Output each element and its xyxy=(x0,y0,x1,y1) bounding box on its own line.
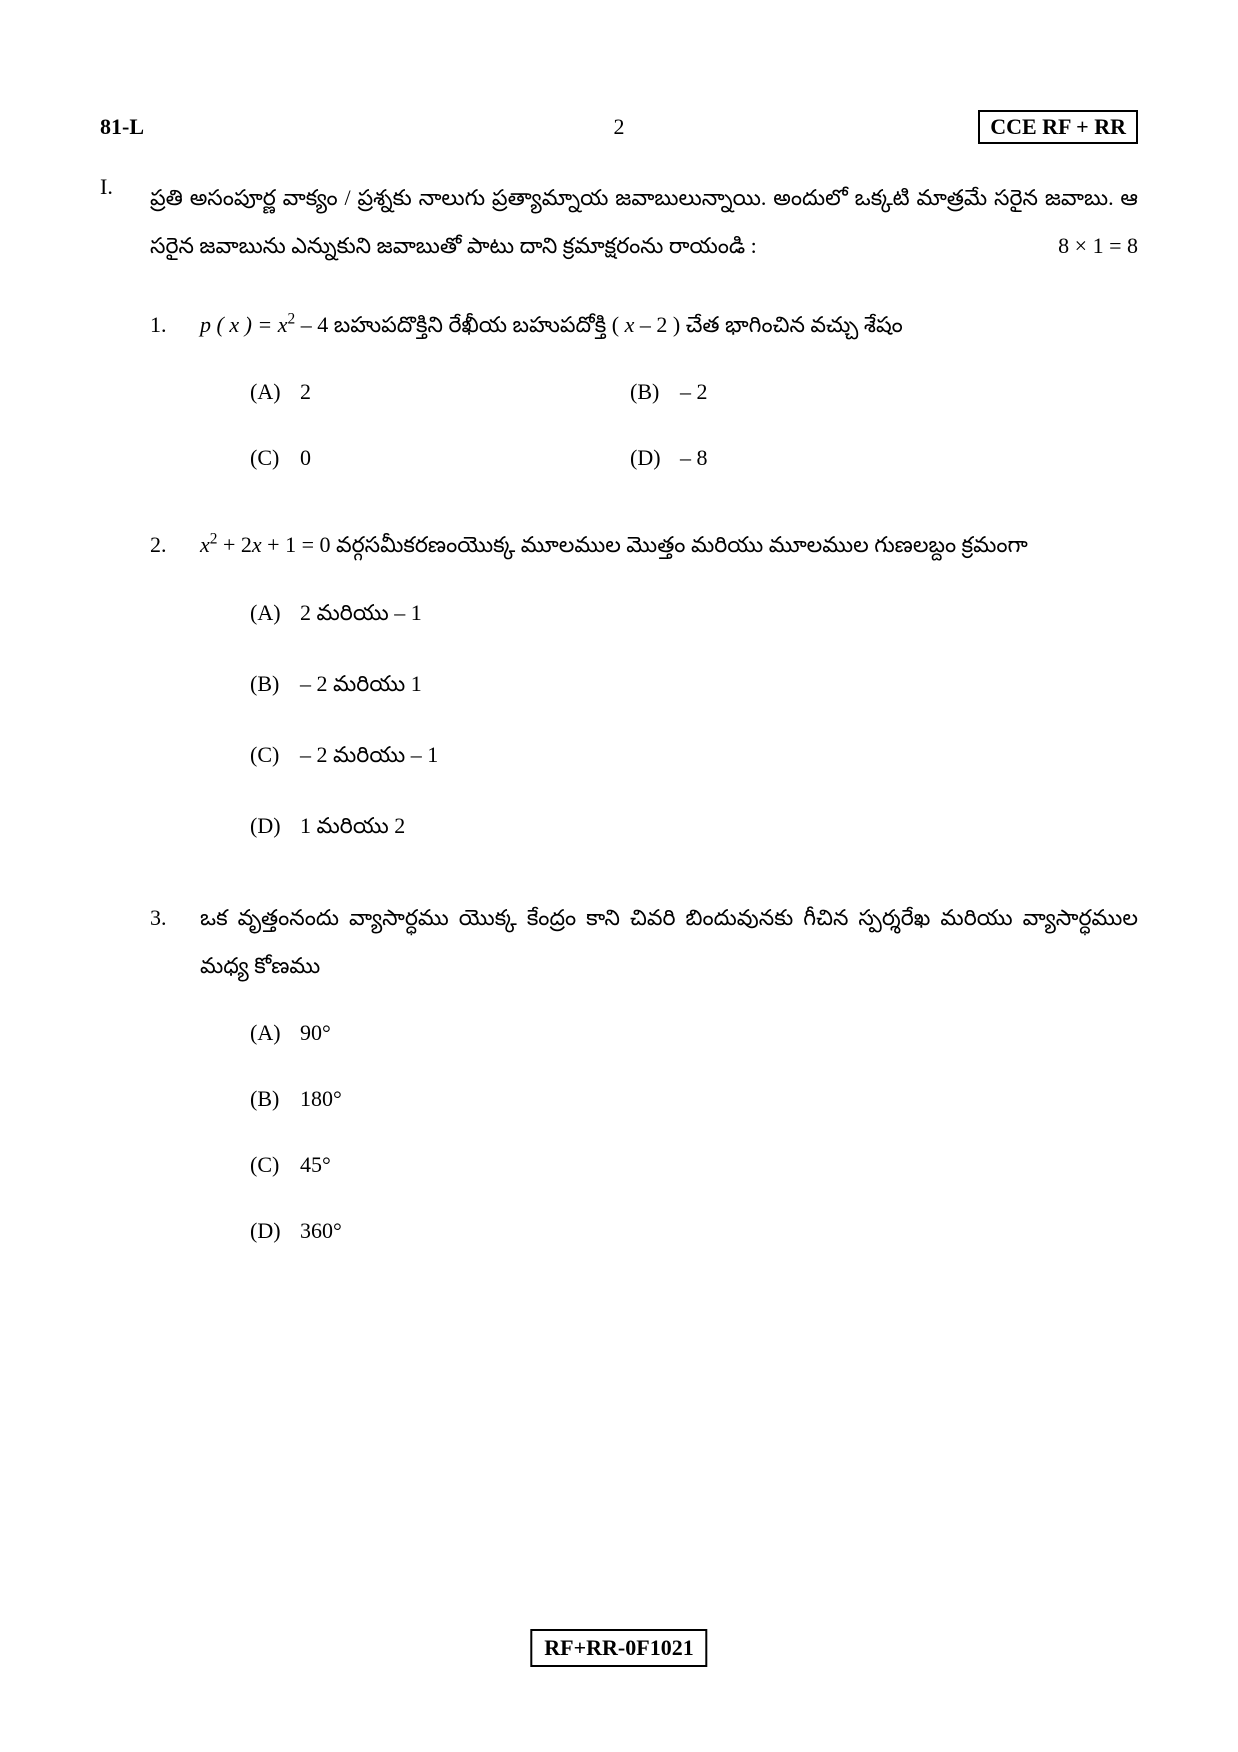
q2-mid1: + 2 xyxy=(217,532,251,557)
option-label: (B) xyxy=(250,671,300,702)
option-label: (C) xyxy=(250,445,300,471)
question-text: x2 + 2x + 1 = 0 వర్గసమీకరణంయొక్క మూలముల … xyxy=(200,521,1138,569)
option-label: (D) xyxy=(250,1218,300,1244)
q1-prefix: p ( x ) = xyxy=(200,312,278,337)
question-text: ఒక వృత్తంనందు వ్యాసార్ధము యొక్క కేంద్రం … xyxy=(200,894,1138,991)
option-c: (C) 0 xyxy=(250,445,630,471)
option-label: (C) xyxy=(250,742,300,773)
option-row: (A) 2 (B) – 2 xyxy=(250,379,1138,405)
question-text: p ( x ) = x2 – 4 బహుపదొక్తిని రేఖీయ బహుప… xyxy=(200,301,1138,349)
q1-mid2: – 2 ) చేత భాగించిన వచ్చు శేషం xyxy=(634,312,902,337)
option-b: (B) – 2 xyxy=(630,379,708,405)
options-q1: (A) 2 (B) – 2 (C) 0 (D) – 8 xyxy=(250,379,1138,471)
option-row: (C) 0 (D) – 8 xyxy=(250,445,1138,471)
option-value: – 2 మరియు 1 xyxy=(300,671,422,702)
question-number: 1. xyxy=(150,301,200,349)
page-header: 81-L 2 CCE RF + RR xyxy=(100,110,1138,144)
option-value: 2 xyxy=(300,379,311,405)
options-q2: (A) 2 మరియు – 1 (B) – 2 మరియు 1 (C) – 2 … xyxy=(250,600,1138,844)
option-label: (A) xyxy=(250,600,300,631)
question-row: 1. p ( x ) = x2 – 4 బహుపదొక్తిని రేఖీయ బ… xyxy=(150,301,1138,349)
instruction-text: ప్రతి అసంపూర్ణ వాక్యం / ప్రశ్నకు నాలుగు … xyxy=(150,185,1138,258)
section-number: I. xyxy=(100,174,150,200)
option-d: (D) 1 మరియు 2 xyxy=(250,813,1138,844)
option-a: (A) 90° xyxy=(250,1020,1138,1046)
option-d: (D) – 8 xyxy=(630,445,708,471)
section-instruction: I. ప్రతి అసంపూర్ణ వాక్యం / ప్రశ్నకు నాలు… xyxy=(100,174,1138,271)
q2-var1: x xyxy=(200,532,210,557)
option-a: (A) 2 xyxy=(250,379,630,405)
option-value: 2 మరియు – 1 xyxy=(300,600,422,631)
q1-var2: x xyxy=(625,312,635,337)
option-c: (C) 45° xyxy=(250,1152,1138,1178)
option-b: (B) 180° xyxy=(250,1086,1138,1112)
q2-mid2: + 1 = 0 వర్గసమీకరణంయొక్క మూలముల మొత్తం మ… xyxy=(262,532,1028,557)
section-text: ప్రతి అసంపూర్ణ వాక్యం / ప్రశ్నకు నాలుగు … xyxy=(150,174,1138,271)
option-value: 360° xyxy=(300,1218,342,1244)
footer-code: RF+RR-0F1021 xyxy=(530,1629,707,1667)
option-value: 1 మరియు 2 xyxy=(300,813,405,844)
option-value: 90° xyxy=(300,1020,331,1046)
header-left-code: 81-L xyxy=(100,114,144,140)
q1-mid1: – 4 బహుపదొక్తిని రేఖీయ బహుపదోక్తి ( xyxy=(295,312,624,337)
section-marks: 8 × 1 = 8 xyxy=(1058,222,1138,270)
option-label: (D) xyxy=(250,813,300,844)
option-value: – 2 మరియు – 1 xyxy=(300,742,438,773)
option-d: (D) 360° xyxy=(250,1218,1138,1244)
question-3: 3. ఒక వృత్తంనందు వ్యాసార్ధము యొక్క కేంద్… xyxy=(150,894,1138,1245)
option-label: (C) xyxy=(250,1152,300,1178)
option-label: (B) xyxy=(250,1086,300,1112)
option-c: (C) – 2 మరియు – 1 xyxy=(250,742,1138,773)
header-right-code: CCE RF + RR xyxy=(978,110,1138,144)
question-2: 2. x2 + 2x + 1 = 0 వర్గసమీకరణంయొక్క మూలమ… xyxy=(150,521,1138,843)
option-b: (B) – 2 మరియు 1 xyxy=(250,671,1138,702)
page-number: 2 xyxy=(614,114,625,140)
question-1: 1. p ( x ) = x2 – 4 బహుపదొక్తిని రేఖీయ బ… xyxy=(150,301,1138,471)
option-value: 0 xyxy=(300,445,311,471)
option-label: (A) xyxy=(250,379,300,405)
question-row: 2. x2 + 2x + 1 = 0 వర్గసమీకరణంయొక్క మూలమ… xyxy=(150,521,1138,569)
question-number: 3. xyxy=(150,894,200,942)
option-value: 45° xyxy=(300,1152,331,1178)
option-a: (A) 2 మరియు – 1 xyxy=(250,600,1138,631)
q1-var1: x xyxy=(278,312,288,337)
option-value: – 2 xyxy=(680,379,708,405)
option-label: (D) xyxy=(630,445,680,471)
option-label: (A) xyxy=(250,1020,300,1046)
option-label: (B) xyxy=(630,379,680,405)
options-q3: (A) 90° (B) 180° (C) 45° (D) 360° xyxy=(250,1020,1138,1244)
question-row: 3. ఒక వృత్తంనందు వ్యాసార్ధము యొక్క కేంద్… xyxy=(150,894,1138,991)
option-value: 180° xyxy=(300,1086,342,1112)
question-number: 2. xyxy=(150,521,200,569)
q2-var2: x xyxy=(252,532,262,557)
option-value: – 8 xyxy=(680,445,708,471)
